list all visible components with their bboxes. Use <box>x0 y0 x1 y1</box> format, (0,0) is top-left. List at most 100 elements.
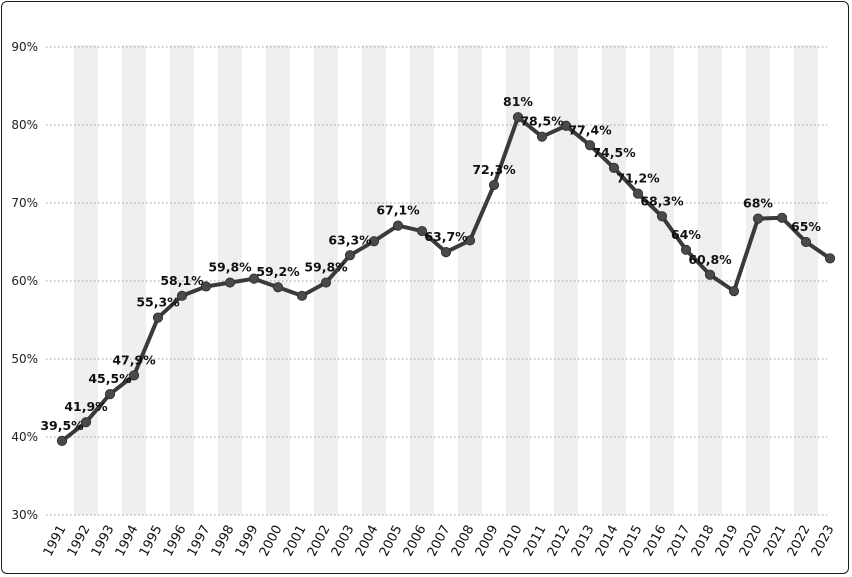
x-tick-label: 2006 <box>401 523 430 559</box>
x-tick-label: 2000 <box>257 523 286 559</box>
data-point <box>680 244 692 255</box>
column-band <box>458 45 482 515</box>
data-point <box>632 188 644 199</box>
column-band <box>794 45 818 515</box>
x-tick-label: 2003 <box>329 523 358 559</box>
data-point <box>512 112 524 123</box>
data-point <box>776 212 788 223</box>
x-tick-label: 2016 <box>641 523 670 559</box>
data-label: 55,3% <box>136 295 180 310</box>
data-label: 71,2% <box>616 171 660 186</box>
data-point <box>152 312 164 323</box>
data-point <box>248 273 260 284</box>
data-point <box>56 435 68 446</box>
x-tick-labels: 1991199219931994199519961997199819992000… <box>41 523 838 559</box>
data-label: 72,3% <box>472 162 516 177</box>
data-point <box>176 290 188 301</box>
data-point <box>440 247 452 258</box>
data-point <box>272 282 284 293</box>
y-tick-label: 70% <box>11 196 38 210</box>
y-tick-label: 40% <box>11 430 38 444</box>
x-tick-label: 2005 <box>377 523 406 559</box>
data-point <box>584 140 596 151</box>
x-tick-label: 1999 <box>233 523 262 559</box>
y-tick-label: 50% <box>11 352 38 366</box>
data-point <box>728 286 740 297</box>
column-band <box>362 45 386 515</box>
data-label: 59,8% <box>304 260 348 275</box>
x-tick-label: 2008 <box>449 523 478 559</box>
data-point <box>560 120 572 131</box>
data-label: 59,2% <box>256 264 300 279</box>
series-markers <box>56 112 836 446</box>
x-tick-label: 2002 <box>305 523 334 559</box>
data-point <box>824 253 836 264</box>
column-band <box>74 45 98 515</box>
x-tick-label: 2021 <box>761 523 790 559</box>
x-tick-label: 2009 <box>473 523 502 559</box>
data-point <box>296 290 308 301</box>
data-label: 78,5% <box>520 114 564 129</box>
data-label: 64% <box>671 227 701 242</box>
data-label: 68,3% <box>640 193 684 208</box>
x-tick-label: 1992 <box>65 523 94 559</box>
x-tick-label: 2012 <box>545 523 574 559</box>
data-label: 74,5% <box>592 145 636 160</box>
x-tick-label: 1994 <box>113 523 142 559</box>
data-label: 47,9% <box>112 352 156 367</box>
data-point <box>608 162 620 173</box>
x-tick-label: 1998 <box>209 523 238 559</box>
x-tick-label: 2023 <box>809 523 838 559</box>
data-point <box>752 213 764 224</box>
data-point <box>368 236 380 247</box>
data-point <box>704 269 716 280</box>
data-label: 67,1% <box>376 203 420 218</box>
x-tick-label: 2017 <box>665 523 694 559</box>
column-band <box>602 45 626 515</box>
y-tick-label: 80% <box>11 118 38 132</box>
data-point <box>200 281 212 292</box>
x-tick-label: 2022 <box>785 523 814 559</box>
data-point <box>536 131 548 142</box>
data-label: 45,5% <box>88 371 132 386</box>
y-tick-label: 30% <box>11 508 38 522</box>
y-tick-labels: 30% 40% 50% 60% 70% 80% 90% <box>11 40 38 522</box>
data-label: 81% <box>503 94 533 109</box>
column-band <box>122 45 146 515</box>
x-tick-label: 1995 <box>137 523 166 559</box>
x-tick-label: 1991 <box>41 523 70 559</box>
data-label: 65% <box>791 219 821 234</box>
x-tick-label: 2019 <box>713 523 742 559</box>
data-point <box>416 225 428 237</box>
column-band <box>746 45 770 515</box>
data-point <box>656 211 668 222</box>
x-tick-label: 2007 <box>425 523 454 559</box>
data-point <box>344 250 356 261</box>
data-label: 63,3% <box>328 232 372 247</box>
x-tick-label: 1997 <box>185 523 214 559</box>
data-point <box>128 370 140 381</box>
data-label: 58,1% <box>160 273 204 288</box>
x-tick-label: 2011 <box>521 523 550 559</box>
y-tick-label: 90% <box>11 40 38 54</box>
x-tick-label: 2004 <box>353 523 382 559</box>
x-tick-label: 1996 <box>161 523 190 559</box>
x-tick-label: 2014 <box>593 523 622 559</box>
data-point <box>488 179 500 191</box>
data-label: 41,9% <box>64 399 108 414</box>
data-label: 59,8% <box>208 260 252 275</box>
data-point <box>800 236 812 248</box>
data-point <box>104 389 116 400</box>
x-tick-label: 2015 <box>617 523 646 559</box>
x-tick-label: 2020 <box>737 523 766 559</box>
data-point <box>80 417 92 428</box>
column-band <box>266 45 290 515</box>
x-tick-label: 2001 <box>281 523 310 559</box>
column-band <box>650 45 674 515</box>
x-tick-label: 2018 <box>689 523 718 559</box>
data-label: 60,8% <box>688 252 732 267</box>
x-tick-label: 2010 <box>497 523 526 559</box>
data-point <box>224 277 236 288</box>
